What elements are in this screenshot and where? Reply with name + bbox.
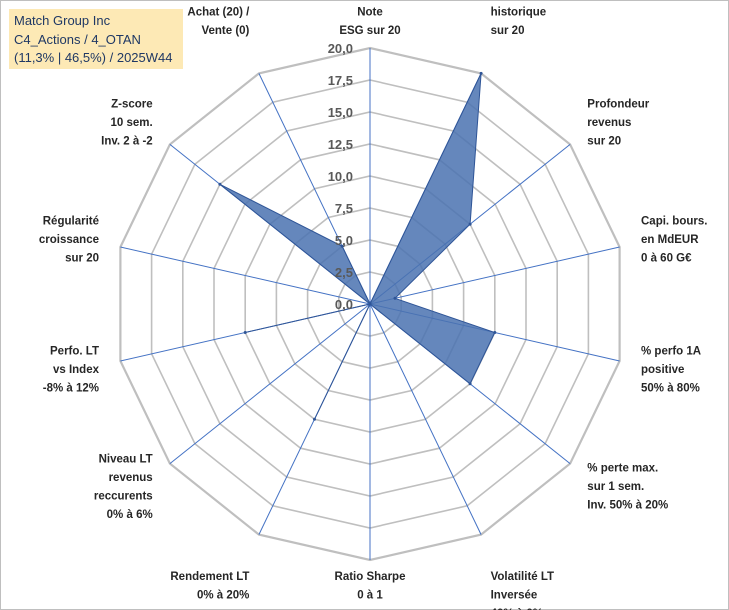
axis-label-line: croissance — [39, 234, 99, 246]
axis-label: Ratio Sharpe 0 à 1 — [335, 571, 406, 602]
axis-label: % perte max. sur 1 sem. Inv. 50% à 20% — [587, 463, 668, 512]
tick-label: 20,0 — [328, 41, 353, 56]
tick-label: 5,0 — [335, 233, 353, 248]
data-point — [468, 222, 472, 226]
tick-label: 17,5 — [328, 73, 353, 88]
title-box: Match Group Inc C4_Actions / 4_OTAN (11,… — [9, 9, 183, 69]
axis-label-line: sur 20 — [587, 135, 621, 147]
axis-label-line: 50% à 80% — [641, 383, 700, 395]
axis-label-line: Perfo. LT — [50, 346, 99, 358]
data-point — [493, 331, 497, 334]
data-point — [468, 382, 472, 386]
data-point — [218, 182, 222, 186]
score-summary: (11,3% | 46,5%) / 2025W44 — [14, 50, 173, 65]
axis-label-line: 0% à 20% — [197, 590, 249, 602]
axis-label: Rendement LT 0% à 20% — [170, 571, 249, 602]
axis-label-line: vs Index — [53, 364, 100, 376]
axis-label-line: Rendement LT — [170, 571, 249, 583]
tick-label: 0,0 — [335, 297, 353, 312]
tick-label: 10,0 — [328, 169, 353, 184]
axis-label: Profondeur revenus sur 20 — [587, 98, 649, 147]
axis-label: Profondeurhistoriquesur 20 — [491, 0, 553, 37]
data-point — [393, 296, 397, 300]
axis-label: Régularité croissance sur 20 — [39, 216, 99, 265]
axis-label-line: % perte max. — [587, 463, 658, 475]
axis-label-line: revenus — [109, 472, 153, 484]
axis-label: MomentumAchat (20) /Vente (0) — [187, 0, 250, 37]
radar-series — [218, 71, 497, 421]
axis-label-line: Volatilité LT — [491, 571, 554, 583]
axis-label-line: reccurents — [94, 490, 153, 502]
axis-label-line: Note — [357, 7, 383, 19]
axis-label-line: historique — [491, 7, 547, 19]
axis-label-line: Achat (20) / — [187, 7, 250, 19]
data-point — [479, 71, 483, 75]
radar-axis-labels: Note ESG sur 20 Profondeur historique sur 20… — [39, 0, 708, 610]
radar-tick-labels: 0,0 2,5 5,0 7,5 10,0 12,5 15,0 17,5 20,0 — [328, 41, 353, 312]
axis-label: Volatilité LT Inversée 40% à 0% — [491, 571, 554, 610]
tick-label: 2,5 — [335, 265, 353, 280]
data-point — [243, 331, 247, 334]
axis-label-line: Niveau LT — [99, 453, 153, 465]
axis-label: % perfo 1A positive 50% à 80% — [641, 346, 701, 395]
axis-label: Capi. bours. en MdEUR 0 à 60 G€ — [641, 216, 707, 265]
axis-label-line: -8% à 12% — [43, 383, 99, 395]
radar-spoke — [169, 303, 371, 464]
axis-label-line: Ratio Sharpe — [335, 571, 406, 583]
axis-label-line: 0% à 6% — [107, 509, 153, 521]
axis-label-line: Profondeur — [587, 98, 649, 110]
portfolio-category: C4_Actions / 4_OTAN — [14, 31, 141, 47]
axis-label-line: 0 à 60 G€ — [641, 253, 692, 265]
axis-label-line: Inversée — [491, 590, 538, 602]
axis-label: Z-score 10 sem. Inv. 2 à -2 — [101, 98, 153, 147]
axis-label: Niveau LT revenus reccurents 0% à 6% — [94, 453, 153, 521]
axis-label-line: Z-score — [111, 98, 153, 110]
axis-label-line: Inv. 50% à 20% — [587, 500, 668, 512]
axis-label-line: Capi. bours. — [641, 216, 707, 228]
radar-spoke — [369, 246, 620, 305]
tick-label: 15,0 — [328, 105, 353, 120]
axis-label-line: % perfo 1A — [641, 346, 701, 358]
axis-label-line: 10 sem. — [110, 117, 152, 129]
axis-label-line: 40% à 0% — [491, 608, 543, 610]
data-point — [368, 302, 372, 306]
axis-label-line: Vente (0) — [201, 25, 249, 37]
tick-label: 7,5 — [335, 201, 353, 216]
tick-label: 12,5 — [328, 137, 353, 152]
axis-label-line: positive — [641, 364, 684, 376]
axis-label-line: ESG sur 20 — [339, 25, 400, 37]
axis-label-line: Régularité — [43, 216, 99, 228]
axis-label-line: Inv. 2 à -2 — [101, 135, 153, 147]
data-point — [340, 244, 344, 248]
axis-label-line: 0 à 1 — [357, 590, 383, 602]
company-name: Match Group Inc — [14, 13, 111, 28]
data-point — [313, 417, 316, 421]
axis-label-line: sur 1 sem. — [587, 481, 644, 493]
axis-label: Perfo. LT vs Index -8% à 12% — [43, 346, 100, 395]
axis-label-line: sur 20 — [65, 253, 99, 265]
axis-label: Note ESG sur 20 — [339, 7, 400, 38]
radar-spoke — [120, 246, 371, 305]
axis-label-line: en MdEUR — [641, 234, 699, 246]
series-area — [219, 73, 496, 420]
axis-label-line: revenus — [587, 117, 631, 129]
axis-label-line: sur 20 — [491, 25, 525, 37]
radar-spoke — [369, 303, 482, 535]
